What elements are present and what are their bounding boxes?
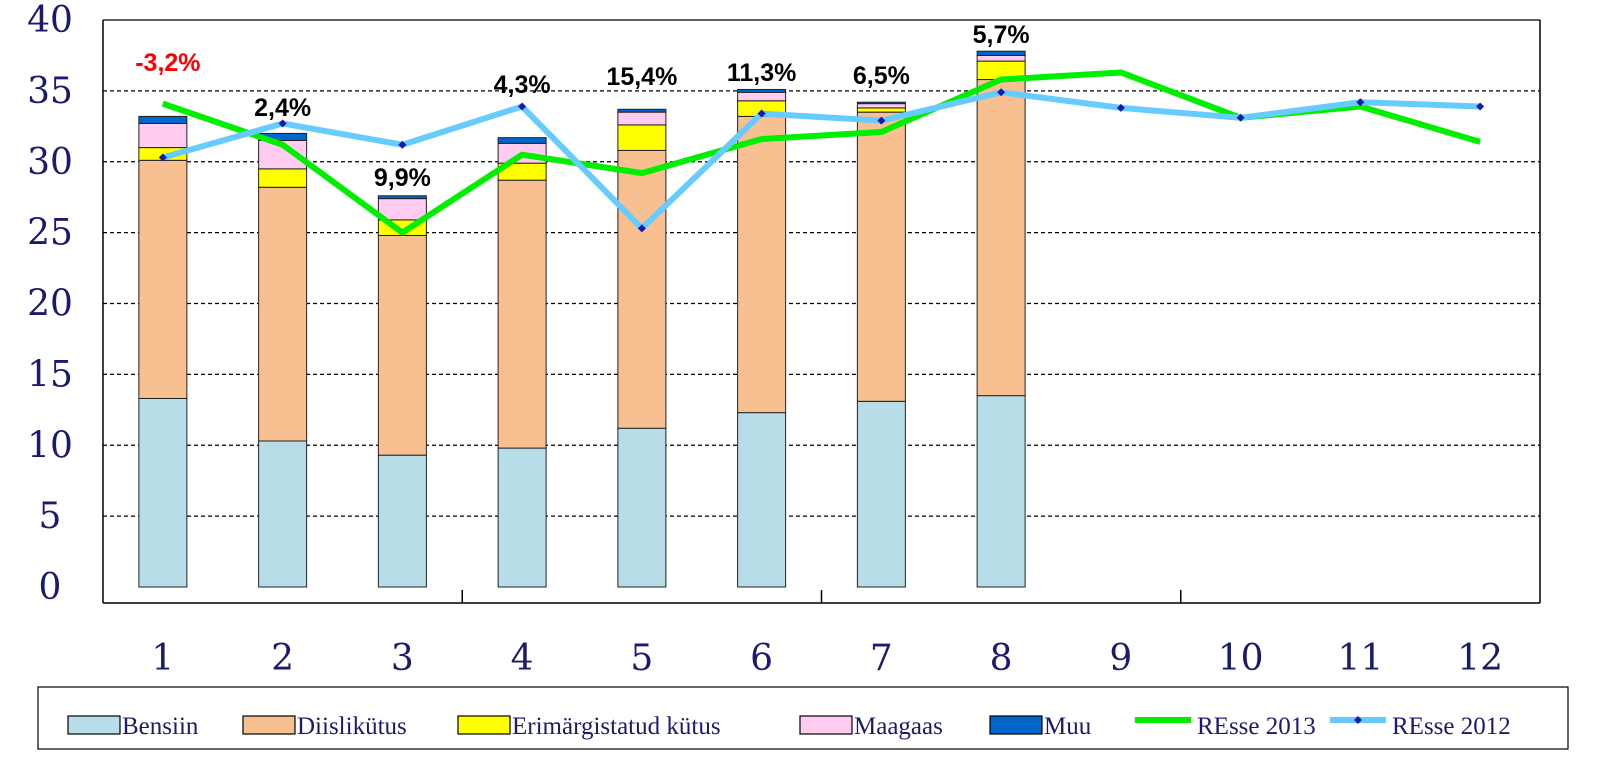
bar-segment: [617, 149, 667, 429]
legend-swatch: [67, 715, 121, 735]
y-tick-label: 15: [27, 354, 73, 395]
legend-marker: [1354, 716, 1362, 724]
x-tick-label: 4: [511, 638, 534, 679]
annotation: 4,3%: [494, 71, 551, 99]
bar-segment: [856, 101, 906, 105]
marker: [158, 153, 167, 162]
x-tick-label: 1: [151, 638, 174, 679]
y-tick-label: 10: [27, 425, 73, 466]
annotation: 5,7%: [973, 21, 1030, 49]
bar-segment: [258, 168, 308, 188]
legend-label: REsse 2013: [1197, 713, 1316, 740]
bar-segment: [976, 50, 1026, 56]
x-tick-label: 5: [630, 638, 653, 679]
bar-segment: [138, 115, 188, 124]
bar-segment: [976, 79, 1026, 397]
marker: [1476, 102, 1485, 111]
bar-segment: [737, 91, 787, 102]
annotation: 9,9%: [374, 164, 431, 192]
y-tick-label: 40: [27, 0, 73, 41]
annotation: 6,5%: [853, 62, 910, 90]
bar-segment: [617, 111, 667, 126]
legend-label: Diislikütus: [297, 713, 407, 740]
marker: [1236, 113, 1245, 122]
legend-swatch: [242, 715, 296, 735]
x-tick-label: 2: [271, 638, 294, 679]
bar-segment: [497, 179, 547, 449]
bar-segment: [138, 122, 188, 149]
annotation: 11,3%: [727, 59, 797, 87]
bar-segment: [617, 108, 667, 113]
bar-segment: [976, 54, 1026, 62]
line: [161, 69, 1481, 236]
bar-segment: [737, 115, 787, 414]
bar-segment: [856, 103, 906, 109]
bar-segment: [856, 107, 906, 113]
bar-segment: [138, 159, 188, 399]
legend-label: Erimärgistatud kütus: [512, 713, 721, 740]
marker: [518, 102, 527, 111]
marker: [877, 116, 886, 125]
legend-swatch: [457, 715, 511, 735]
bar-segment: [377, 195, 427, 200]
legend-swatch: [989, 715, 1043, 735]
x-tick-label: 8: [990, 638, 1013, 679]
y-tick-label: 20: [27, 284, 73, 325]
x-tick-label: 12: [1457, 638, 1503, 679]
bar-segment: [258, 186, 308, 442]
bar-segment: [377, 234, 427, 456]
marker: [637, 224, 646, 233]
bar-segment: [258, 440, 308, 588]
legend-label: Maagaas: [854, 713, 943, 740]
bar-segment: [497, 137, 547, 144]
legend-label: Bensiin: [122, 713, 199, 740]
bar-segment: [856, 400, 906, 588]
marker: [278, 119, 287, 128]
annotation: 2,4%: [254, 94, 311, 122]
bar-segment: [737, 412, 787, 588]
bar-segment: [976, 395, 1026, 588]
bar-segment: [737, 88, 787, 93]
bar-segment: [617, 124, 667, 151]
x-tick-label: 10: [1218, 638, 1264, 679]
marker: [997, 88, 1006, 97]
legend-label: REsse 2012: [1392, 713, 1511, 740]
bar-segment: [138, 397, 188, 588]
bar-segment: [497, 447, 547, 588]
bar-segment: [377, 454, 427, 588]
annotation: -3,2%: [135, 49, 200, 77]
x-tick-label: 6: [750, 638, 773, 679]
x-tick-label: 3: [391, 638, 414, 679]
marker: [1356, 98, 1365, 107]
x-tick-label: 7: [870, 638, 893, 679]
marker: [1116, 103, 1125, 112]
x-tick-label: 9: [1109, 638, 1132, 679]
legend-swatch: [799, 715, 853, 735]
y-tick-label: 25: [27, 213, 73, 254]
x-tick-label: 11: [1337, 638, 1383, 679]
bar-segment: [617, 427, 667, 588]
bar-segment: [856, 111, 906, 402]
annotation: 15,4%: [606, 63, 677, 91]
marker: [398, 140, 407, 149]
legend-label: Muu: [1044, 713, 1092, 740]
marker: [757, 109, 766, 118]
line: [162, 89, 1481, 232]
y-tick-label: 35: [27, 71, 73, 112]
y-tick-label: 30: [27, 142, 73, 183]
y-tick-label: 0: [39, 567, 62, 608]
y-tick-label: 5: [39, 496, 62, 537]
